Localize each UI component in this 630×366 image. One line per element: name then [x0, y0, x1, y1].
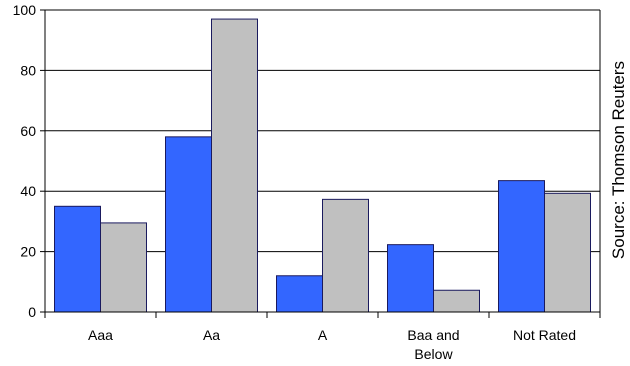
y-tick-label: 0 [28, 304, 36, 320]
source-note: Source: Thomson Reuters [609, 61, 628, 259]
bar-series-1-0 [54, 205, 101, 313]
bar-series-1-4 [498, 180, 545, 313]
bar-series-2-2 [322, 198, 369, 313]
axes [40, 9, 601, 318]
y-tick-label: 60 [20, 123, 36, 139]
bar-series-2-3 [433, 289, 480, 313]
x-tick-labels: Aaa Aa A Baa and Below Not Rated [88, 327, 576, 362]
x-tick-label: A [318, 327, 328, 343]
bar-series-1-3 [387, 244, 434, 313]
bar-series-2-1 [211, 18, 258, 313]
x-tick-label: Aa [203, 327, 220, 343]
x-tick-label: Not Rated [513, 327, 576, 343]
bar-series-1-2 [276, 275, 323, 313]
bar-series-1-1 [165, 136, 212, 313]
y-tick-label: 80 [20, 62, 36, 78]
y-tick-label: 100 [13, 2, 37, 18]
y-tick-labels: 0 20 40 60 80 100 [13, 2, 37, 320]
x-tick-label: Below [414, 346, 453, 362]
x-tick-label: Aaa [88, 327, 113, 343]
bar-series-2-0 [100, 222, 147, 313]
bars [54, 18, 591, 313]
y-tick-label: 40 [20, 183, 36, 199]
bar-series-2-4 [544, 192, 591, 313]
x-tick-label: Baa and [407, 327, 459, 343]
y-tick-label: 20 [20, 244, 36, 260]
